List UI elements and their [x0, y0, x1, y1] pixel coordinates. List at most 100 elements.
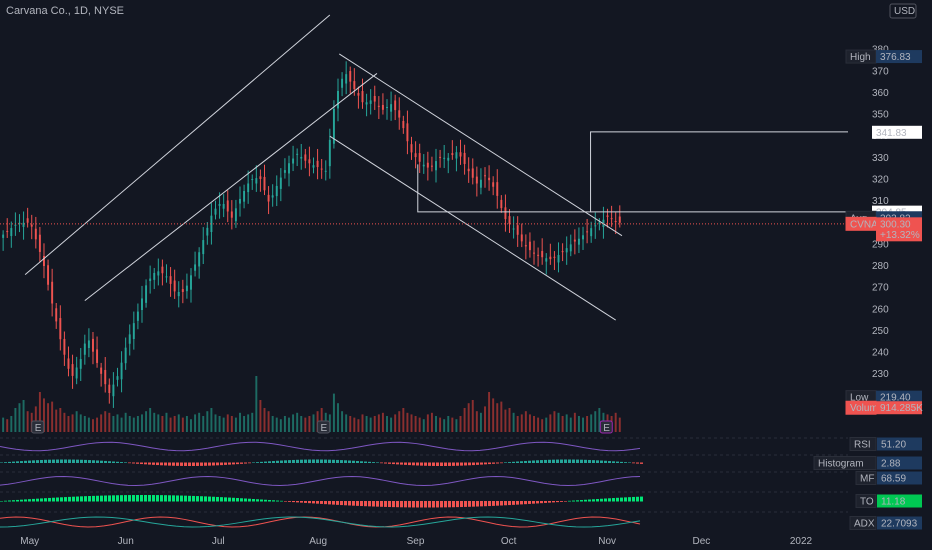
histogram-bar	[256, 462, 259, 463]
candle-body	[447, 157, 450, 161]
volume-osc-bar	[584, 499, 587, 502]
candle-body	[549, 256, 552, 260]
histogram-bar	[16, 461, 19, 463]
volume-osc-bar	[120, 495, 123, 502]
volume-osc-bar	[116, 495, 119, 502]
histogram-bar	[556, 459, 559, 463]
volume-osc-bar	[340, 501, 343, 506]
candle-body	[181, 289, 184, 292]
price-tag-cvna-label: CVNA	[850, 219, 878, 230]
volume-bar	[157, 414, 160, 432]
candle-body	[128, 334, 131, 344]
volume-osc-bar	[472, 501, 475, 507]
price-tag-low-label: Low	[850, 393, 869, 404]
indicator-line	[0, 441, 641, 452]
volume-bar	[582, 417, 584, 432]
histogram-bar	[628, 462, 631, 463]
candle-body	[320, 168, 323, 170]
volume-bar	[365, 416, 368, 432]
histogram-bar	[412, 462, 415, 466]
histogram-bar	[100, 460, 103, 463]
volume-bar	[145, 411, 148, 432]
candle-body	[414, 153, 417, 158]
histogram-bar	[24, 460, 27, 463]
candle-body	[271, 195, 274, 198]
candle-body	[471, 168, 474, 178]
volume-osc-bar	[524, 501, 527, 505]
histogram-bar	[488, 462, 491, 465]
candle-body	[214, 208, 217, 215]
volume-osc-bar	[164, 495, 167, 502]
volume-osc-bar	[100, 495, 103, 502]
histogram-bar	[540, 460, 543, 463]
volume-osc-bar	[104, 495, 107, 502]
volume-bar	[537, 417, 540, 432]
volume-osc-bar	[492, 501, 495, 506]
volume-osc-bar	[384, 501, 387, 507]
histogram-bar	[324, 459, 327, 463]
histogram-bar	[572, 459, 575, 463]
candle-body	[316, 160, 319, 168]
volume-osc-bar	[408, 501, 411, 508]
volume-bar	[10, 416, 13, 432]
x-tick-label: May	[20, 536, 39, 547]
histogram-bar	[188, 462, 191, 466]
histogram-bar	[428, 462, 431, 466]
candle-body	[92, 338, 94, 352]
volume-bar	[553, 411, 556, 432]
volume-osc-bar	[508, 501, 511, 506]
y-tick-label: 240	[872, 348, 889, 359]
candle-body	[124, 347, 127, 364]
volume-osc-bar	[148, 495, 151, 502]
volume-osc-bar	[292, 501, 295, 503]
histogram-bar	[520, 461, 523, 463]
volume-bar	[198, 412, 201, 432]
volume-bar	[194, 414, 197, 432]
candle-body	[43, 255, 45, 267]
candle-body	[337, 90, 339, 109]
volume-bar	[422, 419, 425, 432]
histogram-bar	[452, 462, 455, 466]
volume-osc-bar	[280, 500, 283, 502]
histogram-bar	[352, 460, 355, 463]
volume-osc-bar	[172, 495, 175, 502]
candle-body	[304, 154, 307, 161]
volume-bar	[467, 403, 470, 432]
volume-bar	[92, 419, 94, 432]
candle-body	[100, 367, 103, 374]
histogram-bar	[596, 460, 599, 463]
histogram-bar	[52, 459, 55, 463]
histogram-bar	[212, 462, 215, 466]
candle-body	[463, 152, 466, 165]
histogram-bar	[340, 460, 343, 463]
y-tick-label: 360	[872, 88, 889, 99]
volume-osc-bar	[288, 501, 291, 502]
volume-bar	[577, 416, 580, 432]
candle-body	[239, 198, 241, 204]
volume-bar	[418, 417, 421, 432]
histogram-bar	[40, 459, 43, 463]
volume-bar	[357, 419, 360, 432]
price-tag-high-label: High	[850, 52, 871, 63]
volume-osc-bar	[192, 495, 195, 502]
indicator-to-label: TO	[860, 497, 874, 508]
histogram-bar	[152, 462, 155, 465]
price-tag-volume-value: 914.285K	[880, 403, 923, 414]
volume-bar	[463, 408, 466, 432]
price-tag-level-341-value: 341.83	[876, 128, 907, 139]
volume-bar	[271, 416, 274, 432]
candle-body	[30, 224, 33, 227]
histogram-bar	[296, 459, 299, 463]
candle-body	[475, 176, 478, 184]
volume-osc-bar	[40, 498, 43, 502]
candle-body	[610, 218, 613, 220]
volume-bar	[337, 403, 339, 432]
candle-body	[292, 158, 295, 164]
candle-body	[198, 252, 201, 267]
histogram-bar	[524, 460, 527, 463]
candle-body	[283, 170, 286, 173]
earnings-mark-label: E	[603, 423, 610, 434]
histogram-bar	[164, 462, 167, 466]
